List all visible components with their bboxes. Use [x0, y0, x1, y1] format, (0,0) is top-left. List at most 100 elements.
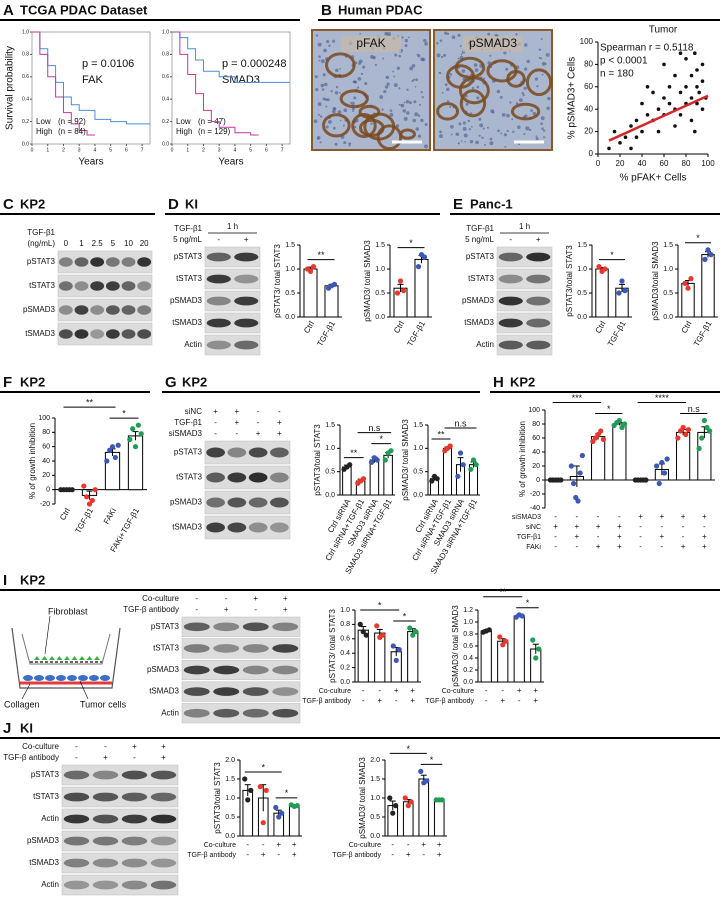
blot-band: [150, 836, 177, 846]
scatter-point: [629, 124, 633, 128]
significance-label: ***: [572, 393, 583, 403]
data-point: [89, 497, 95, 504]
blot-band: [121, 329, 136, 339]
blot-band: [213, 644, 240, 653]
x-axis-label: % pFAK+ Cells: [620, 173, 687, 184]
y-tick-label: 0.6: [22, 74, 29, 80]
nucleus: [501, 112, 506, 117]
y-tick-label: 0.4: [340, 650, 350, 657]
blot-band: [248, 497, 268, 508]
sign: +: [437, 850, 442, 859]
nucleus: [446, 32, 450, 36]
scatter-point: [667, 101, 672, 106]
blot-band: [272, 665, 299, 675]
sign-row-label: Co-culture: [204, 842, 236, 849]
blot-strip: [204, 290, 261, 312]
nucleus: [521, 92, 524, 95]
data-point: [115, 442, 121, 448]
data-point: [602, 266, 608, 272]
sign: +: [617, 522, 622, 531]
x-tick-label: 60: [660, 159, 669, 168]
legend-name: High: [176, 127, 192, 136]
y-axis-label: pSTAT3/ total STAT3: [273, 244, 282, 318]
y-tick-label: 0.0: [663, 314, 673, 321]
nucleus: [473, 63, 478, 67]
nucleus: [352, 110, 354, 113]
blot-band: [90, 281, 105, 291]
nucleus: [462, 126, 467, 131]
y-axis-label: pSMAD3/ total SMAD3: [451, 605, 460, 687]
nucleus: [500, 132, 503, 135]
nucleus: [394, 53, 398, 57]
sign: +: [406, 850, 411, 859]
nucleus: [359, 32, 362, 35]
nucleus: [358, 62, 361, 65]
nucleus: [540, 116, 545, 121]
blot-band: [213, 687, 240, 696]
nucleus: [386, 82, 390, 86]
nucleus: [339, 67, 342, 70]
x-tick-label: 5: [109, 147, 112, 153]
blot-band: [206, 522, 225, 533]
blot-band: [206, 252, 231, 262]
blot-strip: [181, 703, 301, 724]
data-point: [656, 480, 662, 487]
data-point: [402, 795, 408, 801]
nucleus: [356, 86, 360, 89]
treatment-sign: -: [195, 605, 198, 614]
blot-band: [183, 622, 210, 632]
scatter-point: [695, 68, 699, 72]
y-tick-label: 1.5: [663, 242, 673, 249]
data-point: [400, 288, 407, 294]
nucleus: [348, 145, 351, 147]
blot-strip: [496, 312, 553, 334]
nucleus: [489, 141, 494, 146]
stained-gland: [446, 64, 475, 89]
nucleus: [316, 137, 320, 140]
nucleus: [343, 108, 348, 113]
data-point: [460, 462, 466, 468]
y-tick-label: 0.0: [325, 492, 335, 499]
y-tick-label: 60: [584, 82, 593, 91]
data-point: [421, 254, 428, 260]
y-tick-label: 0.4: [22, 97, 29, 103]
nucleus: [339, 92, 341, 94]
nucleus: [415, 127, 420, 131]
significance-label: *: [607, 404, 611, 414]
nucleus: [424, 42, 428, 46]
y-tick-label: 1.5: [285, 242, 295, 249]
data-point: [503, 638, 509, 644]
data-point: [413, 629, 419, 635]
pointer: [44, 615, 51, 655]
nucleus: [385, 75, 390, 80]
nucleus: [517, 125, 521, 129]
legend-name: Low: [176, 117, 191, 126]
blot-row-label: tSTAT3: [176, 274, 202, 283]
blot-band: [74, 257, 89, 267]
data-point: [473, 462, 479, 468]
nucleus: [321, 88, 325, 91]
blot-band: [137, 305, 152, 315]
data-point: [135, 422, 141, 428]
scatter-point: [678, 51, 683, 55]
x-tick-label: 3: [78, 147, 81, 153]
blot-band: [242, 644, 269, 653]
blot-band: [92, 792, 119, 802]
blot-row-label: pSMAD3: [27, 836, 60, 845]
y-tick-label: 0.6: [463, 643, 473, 650]
sign: +: [410, 686, 415, 695]
nucleus: [387, 32, 391, 37]
y-tick-label: 0.8: [22, 52, 29, 58]
blot-band: [150, 792, 177, 802]
blot-band: [234, 318, 259, 328]
data-point: [397, 278, 404, 284]
data-point: [664, 456, 670, 462]
y-tick-label: 2.0: [370, 757, 380, 764]
y-tick-label: 0.5: [663, 290, 673, 297]
treatment-sign: -: [278, 407, 281, 416]
x-tick-label: 4: [94, 147, 97, 153]
blot-band: [92, 814, 119, 824]
sign: -: [518, 696, 521, 705]
nucleus: [523, 86, 527, 90]
treatment-sign: 0: [64, 239, 69, 248]
